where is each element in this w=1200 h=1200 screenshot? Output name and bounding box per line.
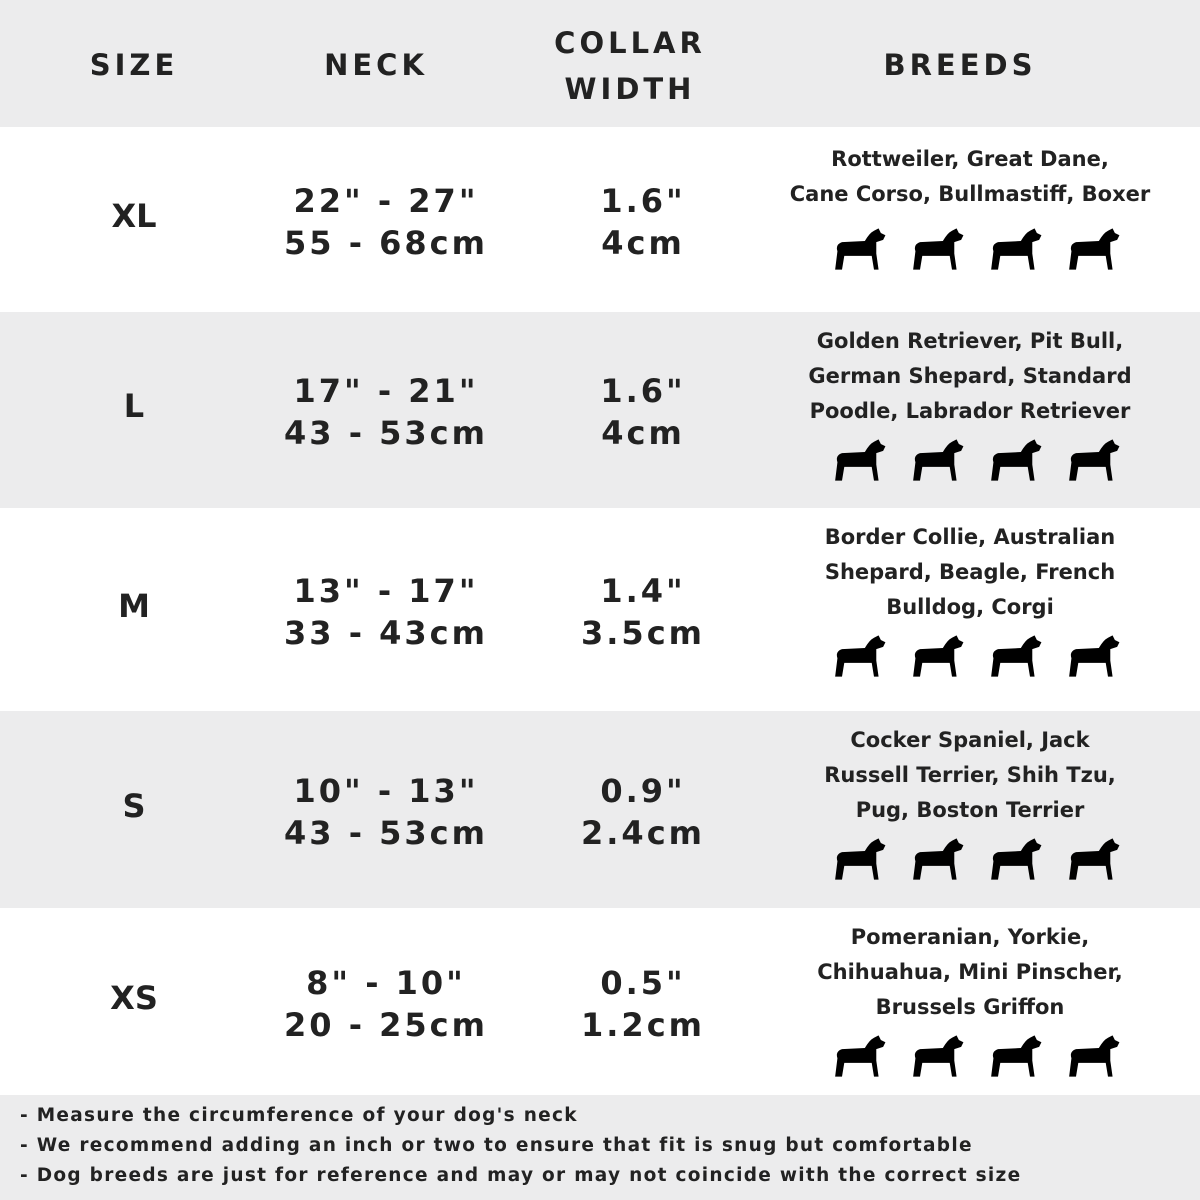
- size-row-m: M 13" - 17" 33 - 43cm 1.4" 3.5cm Border …: [0, 508, 1200, 711]
- size-row-l: L 17" - 21" 43 - 53cm 1.6" 4cm Golden Re…: [0, 312, 1200, 508]
- bullmastiff-icon: [1069, 228, 1120, 270]
- header-size: SIZE: [89, 48, 179, 82]
- breed-line: Chihuahua, Mini Pinscher,: [817, 960, 1123, 984]
- collar-width-cm: 4cm: [601, 414, 685, 452]
- neck-cm: 20 - 25cm: [284, 1005, 488, 1044]
- bulldog-icon: [991, 635, 1042, 677]
- collar-width-inches: 1.6": [600, 181, 686, 220]
- size-label: M: [118, 586, 150, 625]
- collar-width-cm: 4cm: [601, 223, 685, 262]
- german-shepherd-icon: [1069, 439, 1120, 481]
- header-neck: NECK: [324, 48, 428, 82]
- neck-inches: 22" - 27": [293, 181, 479, 220]
- neck-measurement: 13" - 17" 33 - 43cm: [284, 570, 488, 654]
- chihuahua-icon: [991, 1035, 1042, 1077]
- size-row-s: S 10" - 13" 43 - 53cm 0.9" 2.4cm Cocker …: [0, 711, 1200, 908]
- breed-line: Brussels Griffon: [875, 995, 1065, 1019]
- neck-inches: 8" - 10": [306, 963, 466, 1002]
- breed-line: Bulldog, Corgi: [886, 595, 1054, 619]
- golden-retriever-icon: [835, 439, 886, 481]
- breed-line: Russell Terrier, Shih Tzu,: [824, 763, 1116, 787]
- yorkie-icon: [913, 1035, 964, 1077]
- corgi-icon: [1069, 635, 1120, 677]
- rottweiler-icon: [835, 228, 886, 270]
- mini-pinscher-icon: [1069, 1035, 1120, 1077]
- breed-line: Shepard, Beagle, French: [824, 560, 1116, 584]
- breed-line: Border Collie, Australian: [824, 525, 1116, 549]
- size-label: XS: [110, 978, 158, 1017]
- collar-width: 0.5" 1.2cm: [581, 962, 705, 1046]
- collar-width: 1.4" 3.5cm: [581, 570, 705, 654]
- collar-width-inches: 0.5": [600, 963, 686, 1002]
- collar-width-inches: 1.6": [600, 372, 686, 410]
- jack-russell-icon: [913, 838, 964, 880]
- breed-line: Cocker Spaniel, Jack: [850, 728, 1090, 752]
- cocker-spaniel-icon: [835, 838, 886, 880]
- neck-cm: 33 - 43cm: [284, 613, 488, 652]
- neck-measurement: 22" - 27" 55 - 68cm: [284, 180, 488, 264]
- note: - Dog breeds are just for reference and …: [20, 1165, 1022, 1186]
- breed-line: German Shepard, Standard: [808, 364, 1132, 388]
- breed-list: Border Collie, Australian Shepard, Beagle…: [780, 520, 1160, 625]
- dog-silhouettes: [826, 434, 1124, 486]
- collar-width-inches: 0.9": [600, 771, 686, 810]
- size-row-xl: XL 22" - 27" 55 - 68cm 1.6" 4cm Rottweil…: [0, 127, 1200, 312]
- breed-list: Rottweiler, Great Dane, Cane Corso, Bullm…: [780, 142, 1160, 212]
- breed-line: Rottweiler, Great Dane,: [831, 147, 1109, 171]
- collar-width-cm: 1.2cm: [581, 1005, 705, 1044]
- note: - Measure the circumference of your dog'…: [20, 1105, 578, 1126]
- dog-silhouettes: [826, 630, 1124, 682]
- collar-width-cm: 2.4cm: [581, 813, 705, 852]
- labrador-icon: [913, 439, 964, 481]
- pug-icon: [1069, 838, 1120, 880]
- header-collar-width: COLLAR WIDTH: [554, 20, 706, 112]
- collar-width: 1.6" 4cm: [600, 370, 685, 454]
- breed-line: Poodle, Labrador Retriever: [809, 399, 1131, 423]
- neck-cm: 43 - 53cm: [284, 813, 488, 852]
- breed-list: Cocker Spaniel, Jack Russell Terrier, Shi…: [780, 723, 1160, 828]
- neck-inches: 13" - 17": [293, 571, 479, 610]
- header-collar-line2: WIDTH: [564, 72, 696, 106]
- note: - We recommend adding an inch or two to …: [20, 1135, 973, 1156]
- border-collie-icon: [835, 635, 886, 677]
- breed-line: Cane Corso, Bullmastiff, Boxer: [789, 182, 1151, 206]
- neck-measurement: 8" - 10" 20 - 25cm: [284, 962, 488, 1046]
- dog-silhouettes: [826, 1030, 1124, 1082]
- notes-footer: - Measure the circumference of your dog'…: [0, 1095, 1200, 1200]
- breed-line: Pug, Boston Terrier: [855, 798, 1085, 822]
- neck-measurement: 10" - 13" 43 - 53cm: [284, 770, 488, 854]
- collar-width-cm: 3.5cm: [581, 613, 705, 652]
- breed-list: Pomeranian, Yorkie, Chihuahua, Mini Pinsc…: [780, 920, 1160, 1025]
- breed-line: Pomeranian, Yorkie,: [850, 925, 1090, 949]
- collar-width: 0.9" 2.4cm: [581, 770, 705, 854]
- collar-width: 1.6" 4cm: [600, 180, 685, 264]
- size-row-xs: XS 8" - 10" 20 - 25cm 0.5" 1.2cm Pomeran…: [0, 908, 1200, 1095]
- size-label: L: [123, 387, 145, 425]
- header-collar-line1: COLLAR: [554, 26, 706, 60]
- header-breeds: BREEDS: [883, 48, 1037, 82]
- collar-width-inches: 1.4": [600, 571, 686, 610]
- dog-silhouettes: [826, 833, 1124, 885]
- dog-silhouettes: [826, 217, 1124, 281]
- neck-measurement: 17" - 21" 43 - 53cm: [284, 370, 488, 454]
- great-dane-icon: [913, 228, 964, 270]
- breed-list: Golden Retriever, Pit Bull, German Shepar…: [780, 324, 1160, 429]
- neck-inches: 10" - 13": [293, 771, 479, 810]
- pomeranian-icon: [835, 1035, 886, 1077]
- neck-inches: 17" - 21": [293, 372, 479, 410]
- size-label: S: [122, 786, 146, 825]
- neck-cm: 55 - 68cm: [284, 223, 488, 262]
- beagle-icon: [913, 635, 964, 677]
- poodle-icon: [991, 439, 1042, 481]
- breed-line: Golden Retriever, Pit Bull,: [816, 329, 1124, 353]
- doberman-icon: [991, 228, 1042, 270]
- table-header: SIZE NECK COLLAR WIDTH BREEDS: [0, 0, 1200, 127]
- size-label: XL: [111, 196, 157, 235]
- shih-tzu-icon: [991, 838, 1042, 880]
- neck-cm: 43 - 53cm: [284, 414, 488, 452]
